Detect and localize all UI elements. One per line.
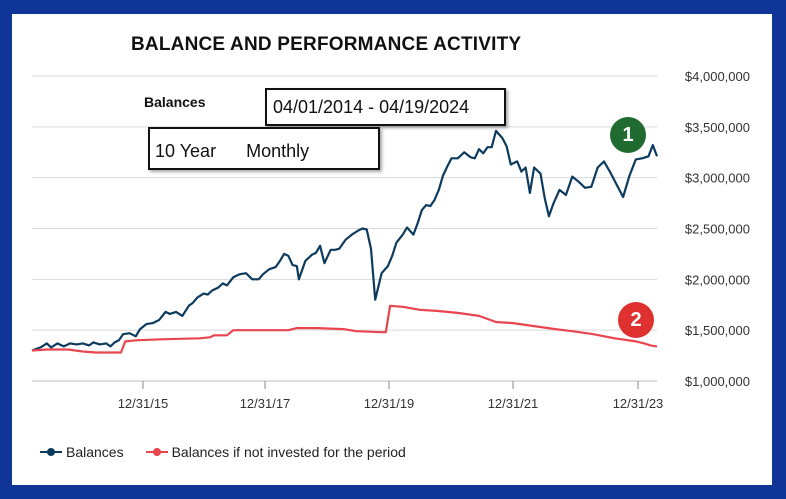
balances-label: Balances <box>144 94 206 110</box>
date-range-text: 04/01/2014 - 04/19/2024 <box>273 97 470 117</box>
legend-not-invested-marker <box>145 447 168 457</box>
balance-chart: $1,000,000 $1,500,000 $2,000,000 $2,500,000… <box>31 69 750 411</box>
chart-title: BALANCE AND PERFORMANCE ACTIVITY <box>131 34 522 55</box>
chart-legend: Balances Balances if not invested for th… <box>40 444 428 460</box>
x-tick-label: 12/31/23 <box>613 396 664 411</box>
y-tick-label: $4,000,000 <box>685 69 750 84</box>
date-range-box[interactable]: 04/01/2014 - 04/19/2024 <box>265 88 506 126</box>
y-tick-label: $3,500,000 <box>685 120 750 135</box>
y-tick-label: $2,000,000 <box>685 272 750 287</box>
series-not-invested-line[interactable] <box>31 304 658 354</box>
legend-item-balances[interactable]: Balances <box>40 444 124 460</box>
period-box[interactable]: 10 Year Monthly <box>148 127 380 170</box>
y-tick-label: $1,500,000 <box>685 323 750 338</box>
legend-not-invested-label: Balances if not invested for the period <box>171 444 406 460</box>
legend-balances-label: Balances <box>66 444 124 460</box>
x-tick-label: 12/31/17 <box>240 396 291 411</box>
period-text: 10 Year <box>155 141 217 161</box>
legend-balances-marker <box>40 447 62 457</box>
series-balances-line[interactable] <box>31 129 659 352</box>
x-tick-label: 12/31/19 <box>364 396 415 411</box>
chart-panel: $1,000,000 $1,500,000 $2,000,000 $2,500,000… <box>12 14 772 485</box>
callout-badge-1: 1 <box>610 117 646 153</box>
y-tick-label: $3,000,000 <box>685 171 750 186</box>
y-tick-label: $1,000,000 <box>685 374 750 389</box>
frequency-text: Monthly <box>246 141 310 161</box>
y-tick-label: $2,500,000 <box>685 222 750 237</box>
legend-item-not-invested[interactable]: Balances if not invested for the period <box>145 444 406 460</box>
callout-badge-2: 2 <box>618 302 654 338</box>
x-tick-label: 12/31/21 <box>488 396 539 411</box>
x-tick-label: 12/31/15 <box>118 396 169 411</box>
